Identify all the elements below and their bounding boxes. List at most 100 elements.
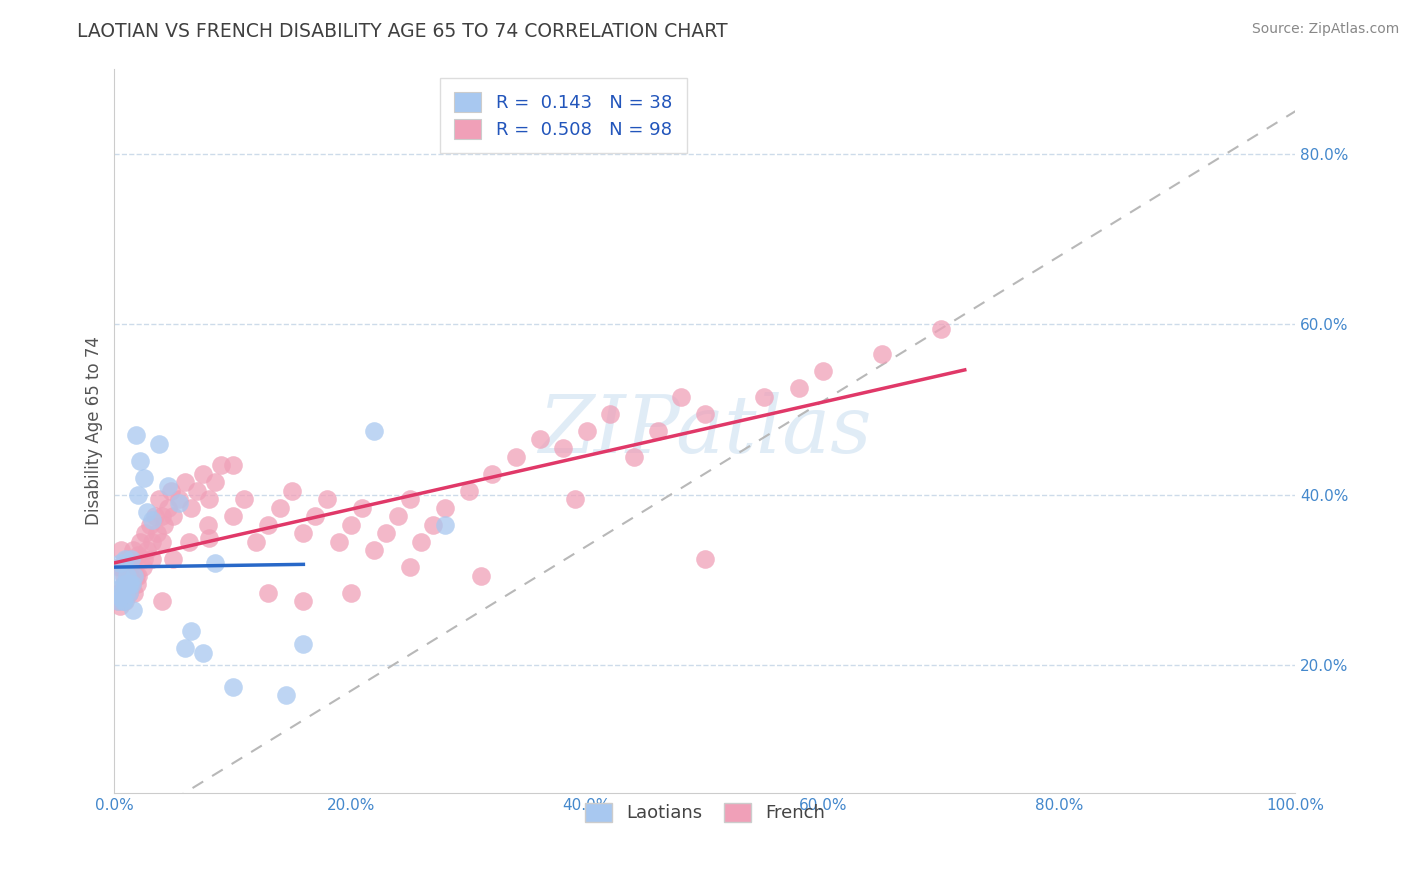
Point [117,552,139,566]
Point [292,637,315,651]
Point [197,517,219,532]
Point [292,526,315,541]
Point [150,594,173,608]
Point [141,534,163,549]
Point [789,381,811,395]
Point [398,560,420,574]
Point [292,594,315,608]
Point [148,492,170,507]
Point [114,552,136,566]
Point [156,500,179,515]
Point [112,569,135,583]
Text: LAOTIAN VS FRENCH DISABILITY AGE 65 TO 74 CORRELATION CHART: LAOTIAN VS FRENCH DISABILITY AGE 65 TO 7… [77,22,728,41]
Point [671,390,693,404]
Point [141,513,163,527]
Point [162,509,184,524]
Point [115,586,138,600]
Point [929,321,952,335]
Point [457,483,479,498]
Legend: Laotians, French: Laotians, French [572,790,838,835]
Point [693,552,716,566]
Point [134,526,156,541]
Point [127,569,149,583]
Point [108,586,131,600]
Point [136,543,159,558]
Point [153,517,176,532]
Point [111,586,134,600]
Point [623,450,645,464]
Point [481,467,503,481]
Point [117,569,139,583]
Point [112,577,135,591]
Point [434,517,457,532]
Point [186,483,208,498]
Point [870,347,893,361]
Point [124,428,146,442]
Point [191,646,214,660]
Point [127,548,149,562]
Point [269,500,291,515]
Point [115,577,138,591]
Point [117,577,139,591]
Point [363,424,385,438]
Point [121,577,143,591]
Point [110,586,132,600]
Point [245,534,267,549]
Point [132,471,155,485]
Point [125,577,148,591]
Point [110,560,132,574]
Point [177,534,200,549]
Point [599,407,621,421]
Point [127,488,149,502]
Point [107,594,129,608]
Point [339,517,361,532]
Point [118,569,141,583]
Point [316,492,339,507]
Point [375,526,398,541]
Point [112,594,135,608]
Point [169,496,191,510]
Point [115,586,138,600]
Point [174,475,197,489]
Point [150,534,173,549]
Point [693,407,716,421]
Point [124,586,146,600]
Point [136,505,159,519]
Point [470,569,492,583]
Y-axis label: Disability Age 65 to 74: Disability Age 65 to 74 [86,336,103,525]
Point [169,492,191,507]
Point [156,479,179,493]
Point [115,577,138,591]
Point [114,594,136,608]
Point [811,364,834,378]
Point [363,543,385,558]
Point [146,526,169,541]
Point [160,483,183,498]
Point [129,454,152,468]
Point [191,467,214,481]
Point [257,586,280,600]
Point [398,492,420,507]
Point [352,500,374,515]
Point [122,543,145,558]
Point [162,552,184,566]
Point [339,586,361,600]
Point [221,680,243,694]
Point [204,475,226,489]
Point [141,552,163,566]
Point [122,552,145,566]
Point [180,624,202,639]
Point [564,492,586,507]
Point [148,436,170,450]
Text: ZIPatlas: ZIPatlas [538,392,872,470]
Point [553,441,575,455]
Point [110,591,132,605]
Point [233,492,256,507]
Point [204,556,226,570]
Point [505,450,527,464]
Point [304,509,326,524]
Point [143,509,166,524]
Point [132,552,155,566]
Point [129,534,152,549]
Point [180,500,202,515]
